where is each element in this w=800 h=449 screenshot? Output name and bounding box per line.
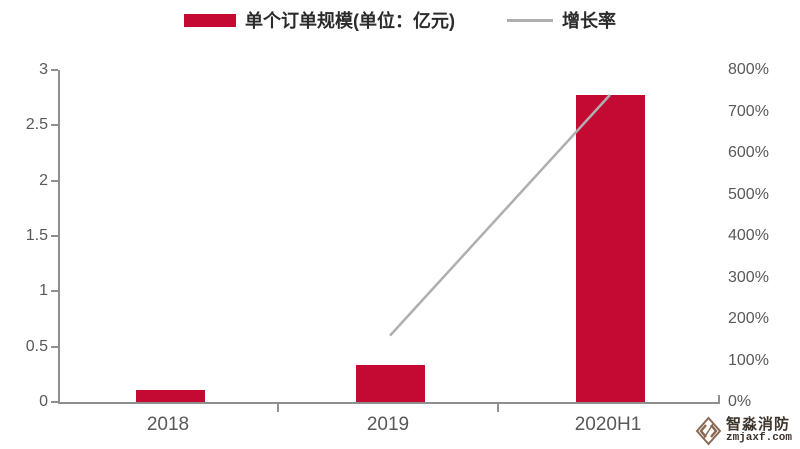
y-axis-left-tick-label: 2 bbox=[39, 171, 48, 189]
x-axis-label: 2018 bbox=[146, 414, 190, 435]
legend-label-growth-rate: 增长率 bbox=[562, 11, 616, 31]
watermark: 智淼消防 zmjaxf.com bbox=[695, 416, 792, 446]
legend-item-growth-rate: 增长率 bbox=[507, 7, 616, 33]
y-axis-left-tick-mark bbox=[51, 345, 58, 348]
y-axis-right-tick-label: 800% bbox=[728, 61, 769, 78]
watermark-logo-icon bbox=[695, 416, 722, 446]
x-axis-tick-mark bbox=[497, 404, 499, 412]
y-axis-left-tick-label: 0 bbox=[39, 393, 48, 410]
legend: 单个订单规模(单位：亿元) 增长率 bbox=[0, 7, 800, 33]
y-axis-left-tick-label: 1 bbox=[39, 282, 48, 300]
line-series-swatch bbox=[507, 18, 553, 22]
y-axis-left-tick-mark bbox=[51, 290, 58, 293]
y-axis-left-tick-mark bbox=[51, 235, 58, 237]
y-axis-left-tick-mark bbox=[51, 69, 58, 71]
x-axis-label: 2020H1 bbox=[574, 414, 642, 435]
bar-2019 bbox=[355, 365, 425, 402]
x-axis-label: 2019 bbox=[366, 414, 410, 435]
bar-2020H1 bbox=[575, 95, 645, 402]
y-axis-right-tick-label: 600% bbox=[728, 144, 769, 161]
y-axis-right-tick-label: 700% bbox=[728, 102, 769, 120]
y-axis-left-tick-label: 3 bbox=[39, 61, 48, 78]
legend-label-order-size: 单个订单规模(单位：亿元) bbox=[245, 11, 455, 31]
x-axis-end-tick-mark bbox=[718, 395, 720, 404]
bar-2018 bbox=[135, 389, 205, 402]
y-axis-right-tick-label: 400% bbox=[728, 227, 769, 244]
y-axis-right-tick-label: 200% bbox=[728, 310, 769, 327]
y-axis-left-tick-mark bbox=[51, 179, 58, 182]
y-axis-right-tick-label: 500% bbox=[728, 185, 769, 203]
y-axis-left-tick-label: 0.5 bbox=[25, 337, 48, 355]
y-axis-left-tick-mark bbox=[51, 124, 58, 127]
watermark-name: 智淼消防 bbox=[725, 416, 790, 434]
growth-rate-line bbox=[389, 94, 611, 337]
legend-item-order-size: 单个订单规模(单位：亿元) bbox=[184, 7, 455, 33]
y-axis-left-tick-mark bbox=[51, 401, 58, 403]
y-axis-right-tick-label: 0% bbox=[728, 393, 752, 410]
bar-series-swatch bbox=[184, 13, 236, 27]
y-axis-right-tick-label: 100% bbox=[728, 351, 769, 369]
x-axis-tick-mark bbox=[277, 404, 279, 412]
y-axis-left-tick-label: 1.5 bbox=[25, 227, 48, 244]
y-axis-right-tick-label: 300% bbox=[728, 268, 769, 286]
watermark-text: 智淼消防 zmjaxf.com bbox=[726, 417, 792, 444]
y-axis-left-tick-label: 2.5 bbox=[25, 116, 48, 134]
plot-area bbox=[58, 70, 720, 404]
watermark-site: zmjaxf.com bbox=[725, 432, 792, 445]
